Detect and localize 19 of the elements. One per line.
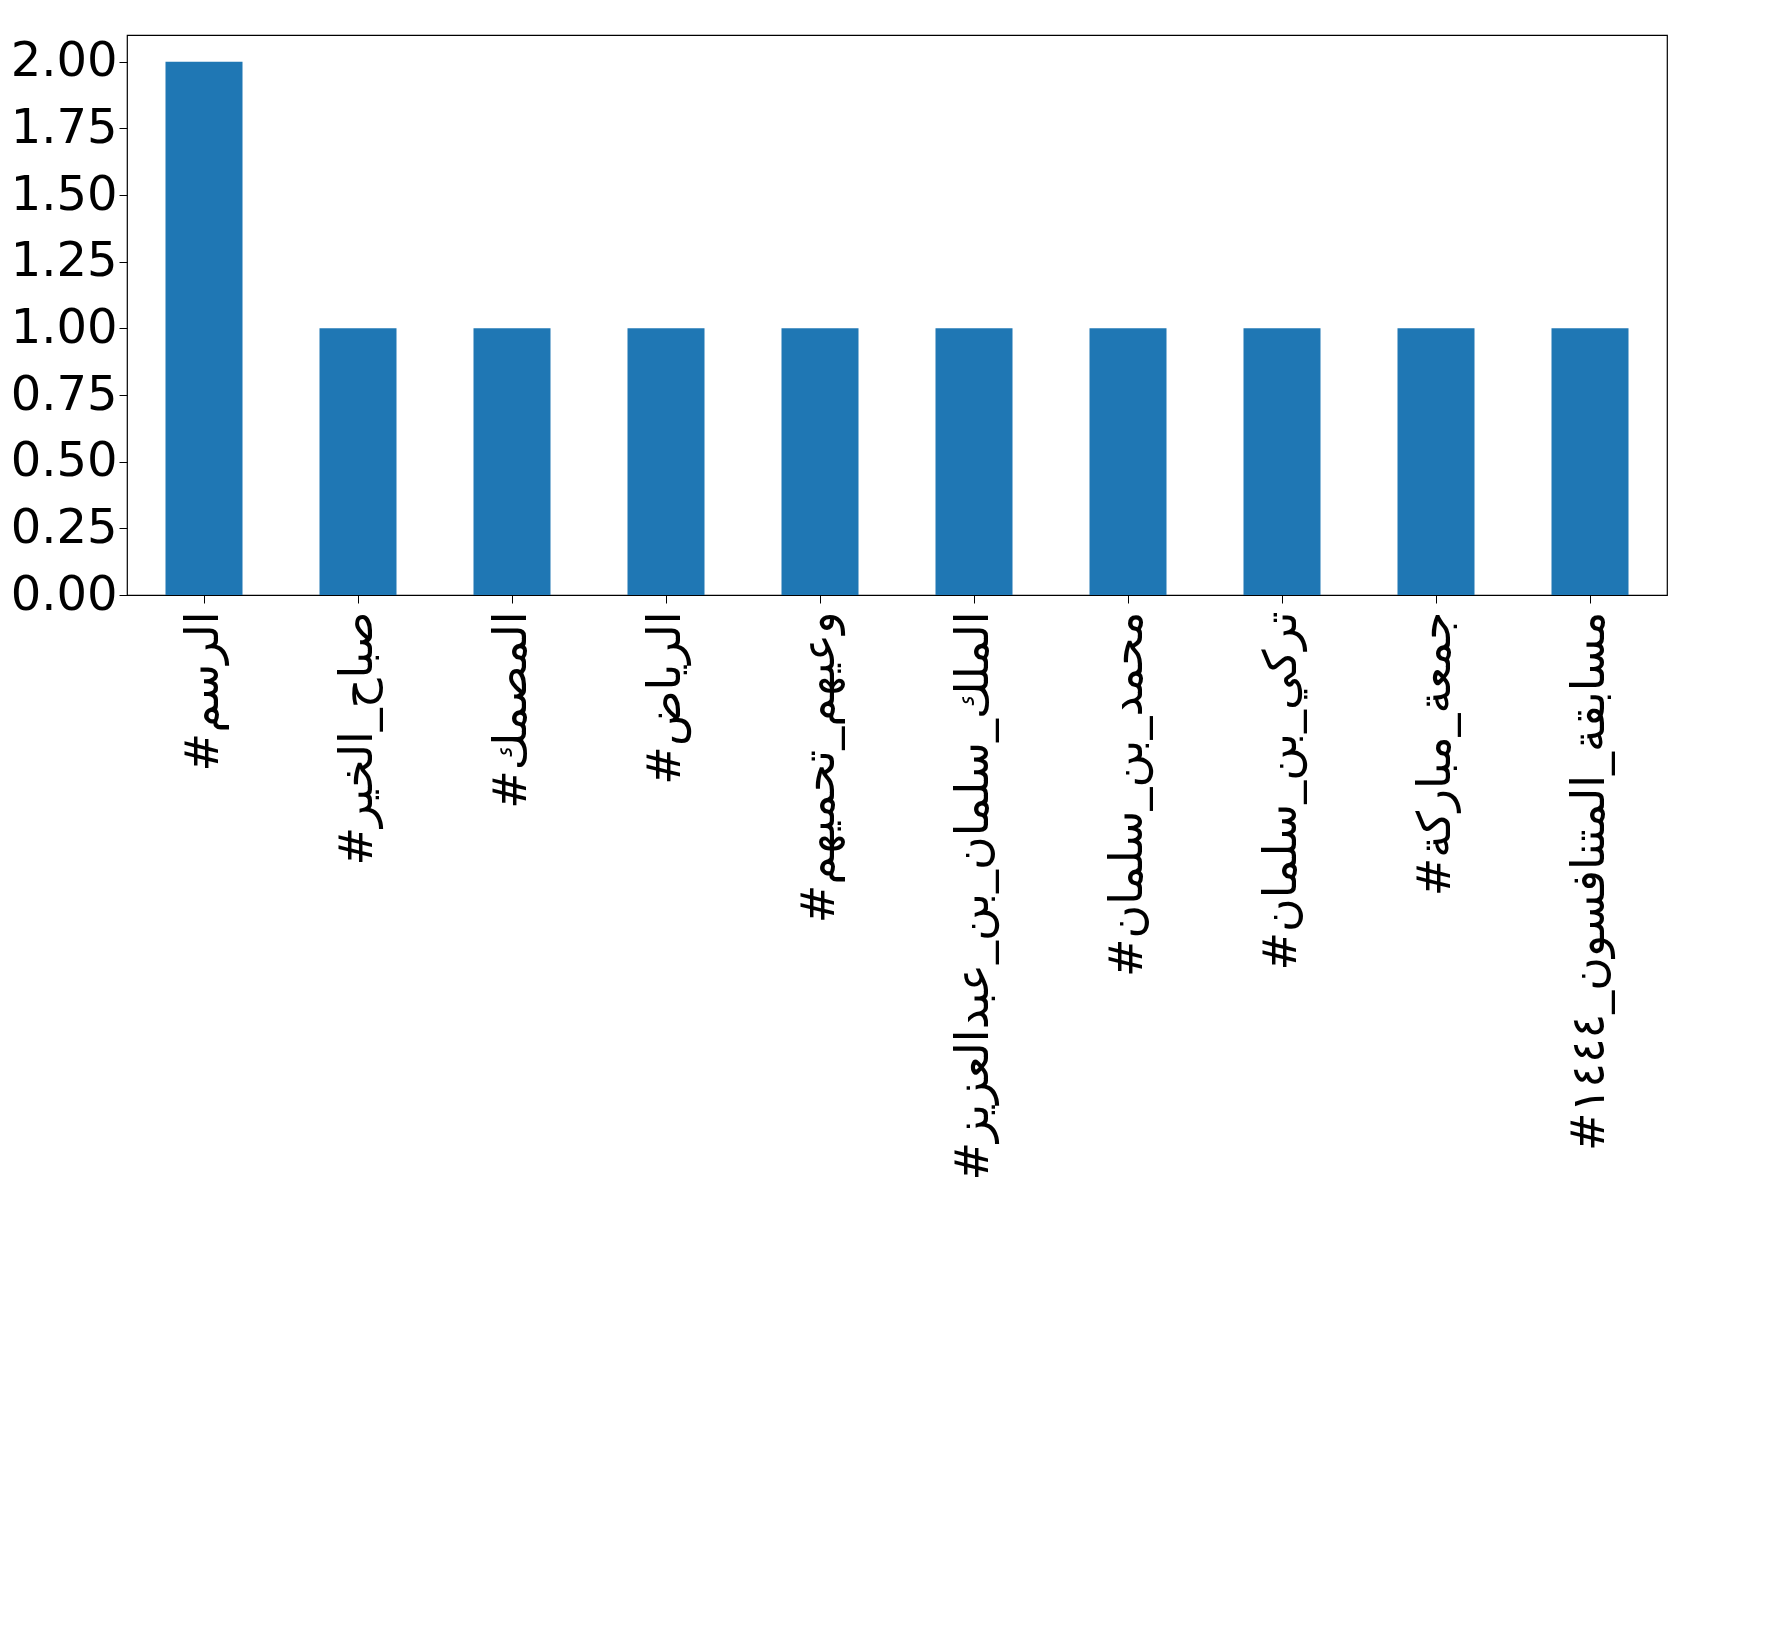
x-tick-label: #صباح_الخير — [329, 611, 384, 866]
x-tick-label: #الملك_سلمان_بن_عبدالعزيز — [945, 611, 1000, 1181]
y-tick-label: 1.25 — [10, 231, 118, 288]
y-tick-label: 0.00 — [10, 564, 118, 621]
y-tick-label: 0.50 — [10, 431, 118, 488]
x-tick-label: #تركي_بن_سلمان — [1253, 611, 1308, 971]
x-tick-label: #مسابقة_المتنافسون_١٤٤٤ — [1561, 611, 1616, 1152]
x-tick-label: #محمد_بن_سلمان — [1099, 611, 1154, 978]
x-tick-label: #المصمك — [483, 611, 537, 809]
x-tick-label: #وعيهم_تحميهم — [791, 611, 846, 924]
y-tick-label: 0.75 — [10, 364, 118, 421]
x-tick-label: #جمعة_مباركة — [1407, 611, 1461, 897]
y-tick-label: 2.00 — [10, 31, 118, 88]
y-tick-label: 1.00 — [10, 297, 118, 354]
y-tick-label: 1.50 — [10, 164, 118, 221]
x-tick-label: #الرسم — [175, 611, 230, 772]
y-tick-label: 1.75 — [10, 97, 118, 154]
x-tick-label: #الرياض — [637, 611, 692, 785]
y-tick-label: 0.25 — [10, 497, 118, 554]
